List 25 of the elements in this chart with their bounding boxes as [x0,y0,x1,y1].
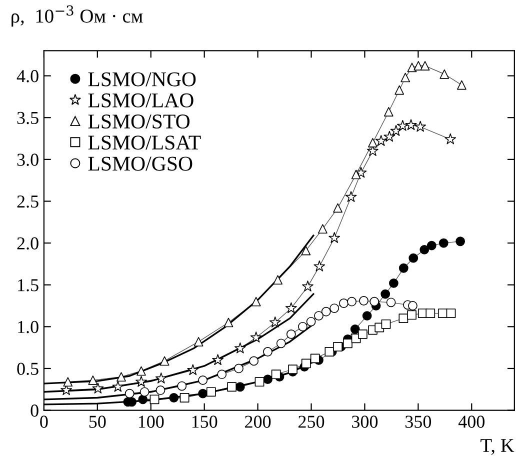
legend-label: LSMO/STO [88,114,190,129]
y-tick-label: 2.5 [17,196,38,208]
y-tick-label: 0.5 [17,362,38,375]
legend-label: LSMO/LSAT [88,136,201,150]
legend-label: LSMO/NGO [88,72,196,86]
y-tick-label: 0 [30,404,38,417]
x-tick-label: 200 [245,416,271,428]
y-tick-label: 3.5 [17,112,38,124]
x-tick-label: 300 [352,416,378,428]
y-axis-title: ρ, 10$^{−3}$ Ом · см [12,5,143,27]
x-axis-title: T, K [480,439,514,455]
x-tick-label: 400 [458,416,484,428]
x-tick-label: 150 [192,416,218,428]
x-tick-label: 50 [89,416,106,428]
x-tick-label: 250 [298,416,324,428]
y-tick-label: 3.0 [17,154,38,166]
y-tick-label: 2.0 [17,237,38,250]
y-tick-label: 1.0 [18,320,38,334]
x-tick-label: 0 [40,416,48,428]
x-tick-label: 350 [406,416,432,428]
y-tick-label: 1.5 [18,279,38,292]
legend-label: LSMO/GSO [88,156,192,171]
x-tick-label: 100 [138,416,164,428]
y-tick-label: 4.0 [16,70,38,82]
legend-label: LSMO/LAO [88,93,194,108]
